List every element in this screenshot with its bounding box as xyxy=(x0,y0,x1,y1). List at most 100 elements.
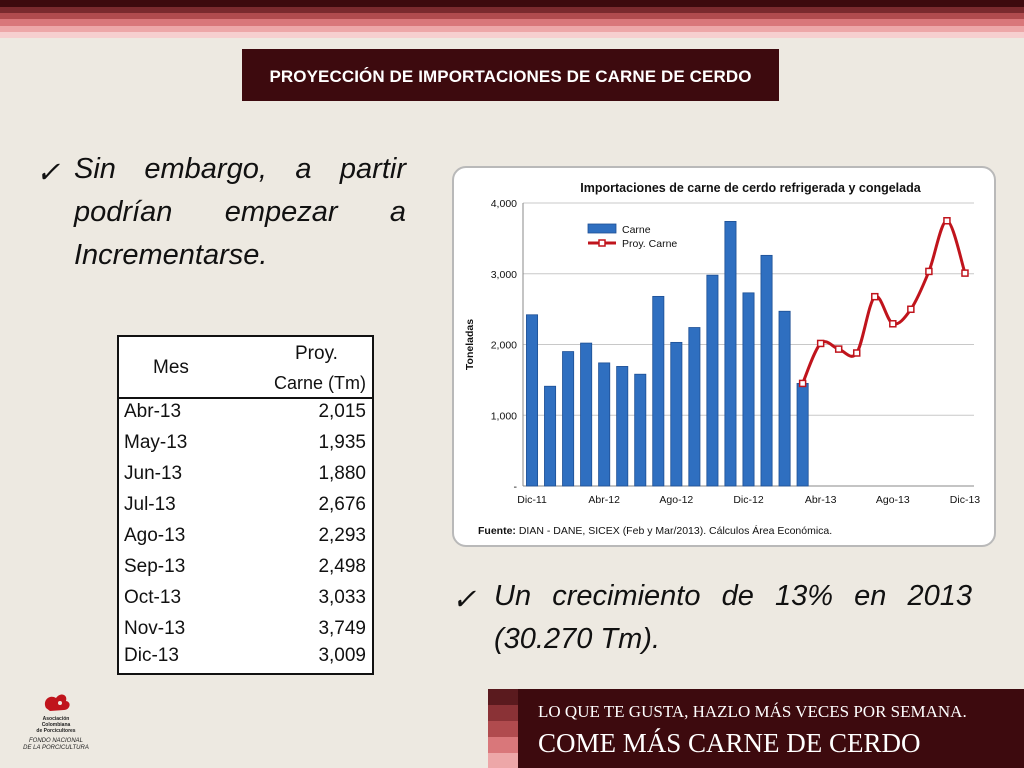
bar-carne xyxy=(760,254,773,487)
legend-marker-proy xyxy=(598,239,606,247)
pig-logo-icon xyxy=(44,694,70,711)
table-row: Ago-13 2,293 xyxy=(119,523,372,553)
logo-line-2: Colombiana xyxy=(41,722,71,728)
y-tick-label: 4,000 xyxy=(491,198,517,210)
bar-carne xyxy=(778,310,791,487)
slide-title: PROYECCIÓN DE IMPORTACIONES DE CARNE DE … xyxy=(242,49,779,101)
bullet-2: ✓ Un crecimiento de 13% en 2013 (30.270 … xyxy=(452,575,972,661)
bar-carne xyxy=(562,351,575,487)
bullet-1-text: Sin embargo, a partir podrían empezar a … xyxy=(74,153,406,271)
line-proy-carne xyxy=(801,219,967,385)
chart-source-label: Fuente: xyxy=(478,525,516,537)
projection-table: Mes Proy. Carne (Tm) Abr-13 2,015 May-13 1… xyxy=(117,335,374,675)
y-tick-label: 1,000 xyxy=(491,410,517,422)
bar-carne xyxy=(724,220,737,487)
bar-carne xyxy=(688,327,701,487)
table-cell-valor: 3,009 xyxy=(318,645,366,666)
x-tick-label: Dic-11 xyxy=(517,494,547,506)
point-proy-carne xyxy=(943,217,951,225)
table-cell-valor: 3,033 xyxy=(318,587,366,608)
table-header: Mes Proy. Carne (Tm) xyxy=(119,337,372,399)
header-stripes xyxy=(0,0,1024,38)
check-icon: ✓ xyxy=(452,584,477,616)
x-tick-label: Dic-12 xyxy=(733,494,764,506)
y-tick-label: 2,000 xyxy=(491,340,517,352)
chart-source-text: DIAN - DANE, SICEX (Feb y Mar/2013). Cál… xyxy=(516,524,832,537)
logo-line-1: Asociación xyxy=(42,716,70,722)
footer-headline: COME MÁS CARNE DE CERDO xyxy=(538,728,921,758)
y-axis-label: Toneladas xyxy=(464,319,476,370)
footer-slogan: LO QUE TE GUSTA, HAZLO MÁS VECES POR SEM… xyxy=(538,702,967,721)
table-cell-valor: 3,749 xyxy=(318,618,366,639)
point-proy-carne xyxy=(925,267,933,276)
table-cell-valor: 1,880 xyxy=(318,463,366,484)
table-row: Sep-13 2,498 xyxy=(119,554,372,584)
bar-carne xyxy=(652,295,665,487)
point-proy-carne xyxy=(889,320,897,328)
table-header-proy: Proy. xyxy=(295,343,338,364)
x-tick-label: Ago-12 xyxy=(659,494,693,506)
table-cell-valor: 2,498 xyxy=(318,556,366,577)
table-row: Oct-13 3,033 xyxy=(119,585,372,615)
table-cell-mes: Dic-13 xyxy=(124,645,179,666)
imports-chart: Importaciones de carne de cerdo refriger… xyxy=(464,181,981,537)
point-proy-carne xyxy=(961,269,969,277)
bar-carne xyxy=(598,362,611,487)
table-cell-mes: Jun-13 xyxy=(124,463,183,484)
point-proy-carne xyxy=(907,305,915,314)
table-cell-valor: 2,015 xyxy=(318,401,366,422)
logo-line-5: DE LA PORCICULTURA xyxy=(23,745,89,751)
table-cell-mes: Abr-13 xyxy=(124,401,182,422)
legend-label-carne: Carne xyxy=(622,224,651,236)
y-tick-label: - xyxy=(514,481,518,493)
bar-carne xyxy=(670,341,683,487)
table-row: Nov-13 3,749 xyxy=(119,616,372,646)
bullet-2-text: Un crecimiento de 13% en 2013 (30.270 Tm… xyxy=(494,580,972,655)
point-proy-carne xyxy=(834,345,843,353)
bar-carne xyxy=(544,385,557,487)
logo-line-3: de Porcicultores xyxy=(36,728,76,734)
logo-line-4: FONDO NACIONAL xyxy=(28,738,83,744)
bar-carne xyxy=(634,373,647,487)
chart-source: Fuente: DIAN - DANE, SICEX (Feb y Mar/20… xyxy=(478,524,832,537)
chart-card xyxy=(452,166,996,547)
x-tick-label: Abr-12 xyxy=(588,494,620,506)
table-cell-valor: 1,935 xyxy=(318,432,366,453)
table-row: Abr-13 2,015 xyxy=(119,399,372,429)
bar-carne xyxy=(706,274,719,487)
x-tick-label: Ago-13 xyxy=(876,494,910,506)
point-proy-carne xyxy=(852,349,861,357)
point-proy-carne xyxy=(816,339,825,348)
table-row: Jun-13 1,880 xyxy=(119,461,372,491)
table-row: May-13 1,935 xyxy=(119,430,372,460)
table-cell-mes: Sep-13 xyxy=(124,556,186,577)
table-cell-valor: 2,293 xyxy=(318,525,366,546)
point-proy-carne xyxy=(871,292,879,301)
table-row: Jul-13 2,676 xyxy=(119,492,372,522)
table-header-carne: Carne (Tm) xyxy=(274,373,367,393)
bar-carne xyxy=(796,383,809,487)
legend-label-proy: Proy. Carne xyxy=(622,238,677,250)
footer-banner: LO QUE TE GUSTA, HAZLO MÁS VECES POR SEM… xyxy=(488,689,1024,768)
point-proy-carne xyxy=(798,379,807,388)
bar-carne xyxy=(580,342,593,487)
table-header-mes: Mes xyxy=(153,357,189,378)
x-tick-label: Dic-13 xyxy=(950,494,981,506)
table-cell-valor: 2,676 xyxy=(318,494,366,515)
table-cell-mes: May-13 xyxy=(124,432,188,453)
table-cell-mes: Nov-13 xyxy=(124,618,186,639)
bar-carne xyxy=(616,366,629,487)
bar-carne xyxy=(742,292,755,487)
table-cell-mes: Ago-13 xyxy=(124,525,186,546)
legend-swatch-carne xyxy=(587,223,617,234)
table-cell-mes: Oct-13 xyxy=(124,587,182,608)
slide-title-text: PROYECCIÓN DE IMPORTACIONES DE CARNE DE … xyxy=(269,67,752,86)
table-row: Dic-13 3,009 xyxy=(119,643,372,673)
x-tick-label: Abr-13 xyxy=(805,494,837,506)
bullet-1: ✓ Sin embargo, a partir podrían empezar … xyxy=(36,148,406,277)
check-icon: ✓ xyxy=(36,157,61,189)
association-logo: Asociación Colombiana de Porcicultores F… xyxy=(16,688,96,758)
chart-title: Importaciones de carne de cerdo refriger… xyxy=(580,181,921,195)
bar-carne xyxy=(526,314,539,487)
table-cell-mes: Jul-13 xyxy=(124,494,176,515)
